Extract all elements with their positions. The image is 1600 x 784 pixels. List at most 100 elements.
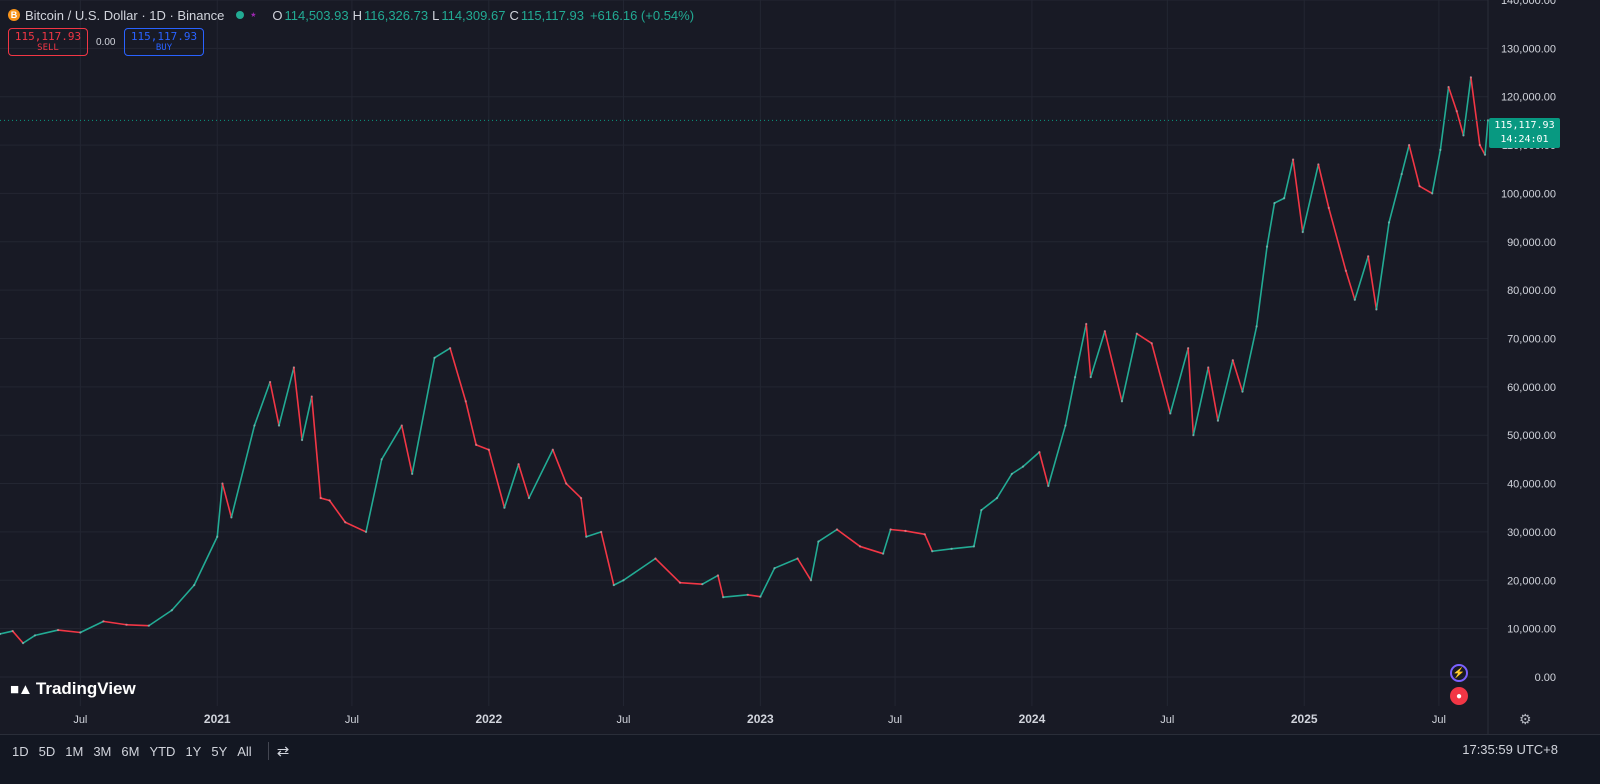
- price-segment: [759, 567, 776, 598]
- high-value: 116,326.73: [363, 7, 429, 23]
- price-segment: [1089, 330, 1106, 378]
- data-point: [170, 609, 174, 612]
- range-5y[interactable]: 5Y: [211, 743, 228, 759]
- price-segment: [580, 497, 588, 538]
- price-segment: [1484, 119, 1489, 156]
- price-segment: [1354, 255, 1370, 301]
- data-point: [759, 595, 762, 598]
- data-point: [503, 506, 506, 509]
- bolt-icon[interactable]: ⚡: [1450, 664, 1468, 682]
- data-point: [216, 535, 219, 538]
- price-segment: [1150, 342, 1172, 415]
- price-segment: [365, 458, 383, 533]
- buy-button[interactable]: 115,117.93 BUY: [124, 28, 204, 56]
- data-point: [487, 448, 491, 451]
- low-value: 114,309.67: [441, 7, 506, 23]
- price-segment: [551, 448, 567, 485]
- data-point: [654, 557, 657, 560]
- price-segment: [319, 497, 331, 502]
- data-point: [809, 579, 813, 582]
- data-point: [1486, 119, 1490, 122]
- data-point: [1447, 85, 1450, 89]
- range-1d[interactable]: 1D: [12, 743, 29, 759]
- data-point: [1089, 375, 1092, 379]
- spread-value: 0.00: [96, 37, 116, 48]
- data-point: [1282, 197, 1286, 200]
- price-segment: [1038, 451, 1050, 487]
- range-1m[interactable]: 1M: [65, 743, 84, 759]
- data-point: [380, 458, 383, 461]
- data-point: [972, 545, 976, 548]
- range-5d[interactable]: 5D: [38, 743, 56, 759]
- data-point: [33, 634, 37, 637]
- range-all[interactable]: All: [237, 743, 252, 759]
- close-value: 115,117.93: [520, 7, 584, 23]
- data-point: [1483, 153, 1487, 156]
- data-point: [1353, 298, 1357, 302]
- settings-icon[interactable]: ⚙: [1519, 711, 1532, 727]
- data-point: [102, 620, 105, 623]
- price-segment: [1064, 376, 1076, 427]
- data-point: [1038, 450, 1041, 454]
- sell-label: SELL: [37, 43, 59, 53]
- range-3m[interactable]: 3M: [93, 743, 112, 759]
- close-label: C: [509, 7, 519, 23]
- data-point: [1103, 330, 1107, 333]
- us-flag-icon[interactable]: ●: [1450, 687, 1468, 705]
- price-segment: [882, 528, 892, 555]
- tradingview-logo[interactable]: ■▲ TradingView: [10, 679, 136, 699]
- y-tick-label: 20,000.00: [1507, 575, 1556, 587]
- data-point: [1169, 412, 1172, 415]
- y-tick-label: 80,000.00: [1507, 285, 1556, 297]
- y-tick-label: 100,000.00: [1501, 188, 1556, 200]
- data-point: [950, 547, 953, 551]
- price-segment: [528, 448, 554, 499]
- compare-icon[interactable]: ⇄: [276, 743, 290, 760]
- price-segment: [1462, 76, 1472, 137]
- range-1y[interactable]: 1Y: [185, 743, 202, 759]
- data-point: [1265, 245, 1269, 248]
- bitcoin-icon: B: [8, 9, 20, 21]
- data-point: [773, 566, 776, 570]
- range-6m[interactable]: 6M: [121, 743, 140, 759]
- data-point: [701, 582, 704, 586]
- data-point: [1073, 375, 1077, 379]
- data-point: [881, 552, 885, 555]
- data-point: [1367, 255, 1370, 258]
- sell-button[interactable]: 115,117.93 SELL: [8, 28, 88, 56]
- data-point: [268, 380, 272, 384]
- data-point: [1064, 424, 1067, 427]
- price-segment: [1292, 158, 1304, 233]
- share-icon[interactable]: ⭑: [250, 8, 257, 21]
- price-segment: [679, 581, 704, 585]
- status-dot-icon: [236, 11, 245, 19]
- price-segment: [278, 366, 295, 427]
- price-chart[interactable]: Jul 2021 Jul 2022 Jul 2023 Jul 2024 Jul 2025 Jul 0.…: [0, 0, 1600, 734]
- data-point: [433, 356, 436, 360]
- data-point: [1192, 434, 1195, 437]
- price-segment: [1169, 347, 1189, 415]
- data-point: [221, 482, 224, 485]
- data-point: [612, 583, 615, 587]
- buy-price: 115,117.93: [130, 30, 198, 43]
- price-segment: [622, 557, 657, 582]
- price-segment: [1400, 144, 1410, 175]
- price-segment: [380, 424, 403, 461]
- data-point: [858, 545, 862, 548]
- price-segment: [980, 497, 998, 511]
- price-segment: [1047, 424, 1067, 487]
- price-segment: [253, 381, 271, 427]
- price-segment: [400, 424, 413, 475]
- range-selector: 1D 5D 1M 3M 6M YTD 1Y 5Y All ⇄: [12, 742, 289, 760]
- data-point: [564, 482, 568, 485]
- price-segment: [344, 521, 367, 533]
- range-ytd[interactable]: YTD: [149, 743, 176, 759]
- symbol-title[interactable]: Bitcoin / U.S. Dollar · 1D · Binance: [25, 7, 225, 23]
- price-segment: [1301, 163, 1320, 233]
- data-point: [1407, 143, 1411, 147]
- price-segment: [1447, 86, 1458, 113]
- data-point: [1291, 158, 1295, 161]
- clock[interactable]: 17:35:59 UTC+8: [1462, 742, 1558, 757]
- data-point: [448, 346, 452, 350]
- price-segment: [923, 533, 934, 553]
